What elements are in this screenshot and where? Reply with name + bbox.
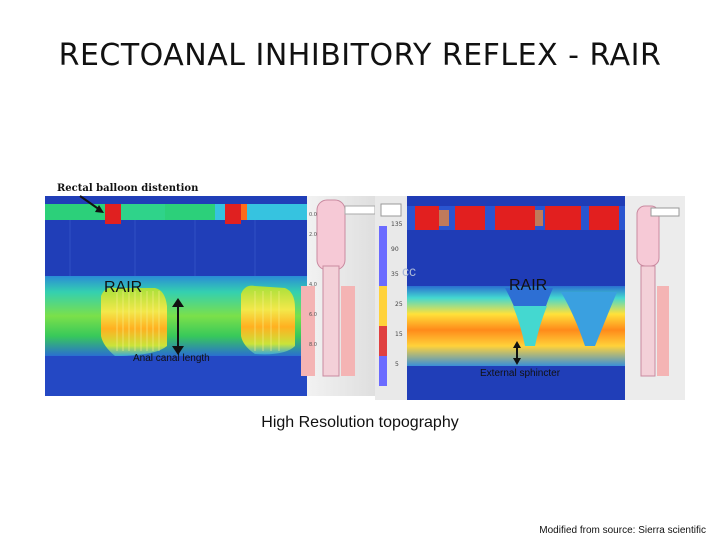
- svg-text:4.0: 4.0: [309, 282, 317, 288]
- rair-right-label: RAIR: [509, 277, 548, 294]
- svg-text:135: 135: [391, 221, 403, 228]
- source-credit: Modified from source: Sierra scientific: [539, 525, 706, 536]
- slide-title: RECTOANAL INHIBITORY REFLEX - RAIR: [58, 38, 662, 73]
- svg-text:8.0: 8.0: [309, 342, 317, 348]
- anal-canal-length-arrow: [172, 298, 184, 355]
- slide-caption: High Resolution topography: [261, 414, 459, 431]
- svg-text:15: 15: [395, 331, 403, 338]
- rair-left-label: RAIR: [104, 279, 143, 296]
- right-topography-panel: 135 90 35 25 15 5: [375, 196, 685, 400]
- left-topography-plot: 0.0 2.0 4.0 6.0 8.0: [45, 196, 385, 396]
- svg-text:25: 25: [395, 301, 403, 308]
- right-topography-plot: 135 90 35 25 15 5: [375, 196, 685, 400]
- svg-text:5: 5: [395, 361, 399, 368]
- external-sphincter-arrow: [513, 341, 521, 365]
- svg-text:0.0: 0.0: [309, 212, 317, 218]
- balloon-arrowhead: [95, 205, 104, 213]
- svg-text:90: 90: [391, 246, 399, 253]
- anal-canal-length-label: Anal canal length: [133, 353, 210, 364]
- svg-text:6.0: 6.0: [309, 312, 317, 318]
- cc-label: cc: [402, 263, 416, 279]
- left-topography-panel: 0.0 2.0 4.0 6.0 8.0: [45, 196, 385, 396]
- external-sphincter-label: External sphincter: [480, 368, 561, 379]
- balloon-label: Rectal balloon distention: [57, 183, 199, 194]
- svg-text:35: 35: [391, 271, 399, 278]
- svg-text:2.0: 2.0: [309, 232, 317, 238]
- balloon-arrow: [79, 195, 101, 211]
